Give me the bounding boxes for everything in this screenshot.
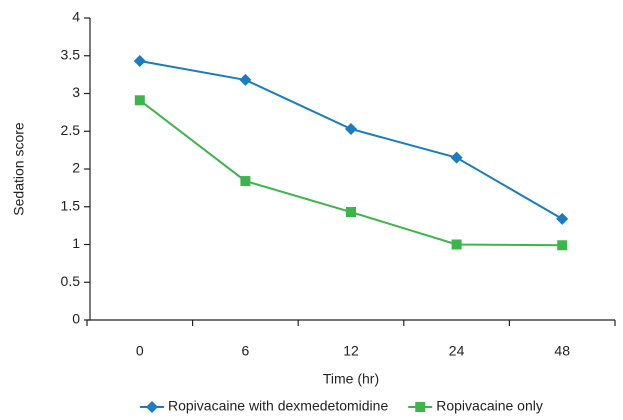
x-tick-label: 48 (554, 343, 570, 359)
marker (240, 176, 251, 187)
x-tick-label: 12 (343, 343, 359, 359)
marker (557, 240, 568, 251)
marker (450, 151, 463, 164)
marker (451, 239, 462, 250)
y-tick-label: 1.5 (61, 197, 81, 213)
x-tick-label: 24 (449, 343, 465, 359)
y-tick-label: 0.5 (61, 273, 81, 289)
marker (134, 95, 145, 106)
legend-label: Ropivacaine only (436, 398, 543, 414)
y-tick-label: 3.5 (61, 46, 81, 62)
series-line (139, 60, 563, 220)
marker (556, 212, 569, 225)
y-axis-label: Sedation score (11, 122, 27, 216)
marker (346, 207, 356, 218)
x-axis-label: Time (hr) (323, 371, 379, 387)
marker (345, 122, 357, 135)
y-tick-label: 3 (72, 84, 80, 100)
y-tick-label: 1 (72, 235, 80, 251)
y-tick-label: 2 (72, 160, 80, 176)
x-tick-label: 6 (242, 343, 250, 359)
y-tick-label: 0 (72, 311, 80, 327)
legend-label: Ropivacaine with dexmedetomidine (168, 398, 388, 414)
y-tick-label: 2.5 (61, 122, 81, 138)
marker (415, 402, 426, 412)
marker (133, 55, 146, 68)
series-line (139, 99, 563, 247)
x-tick-label: 0 (136, 343, 144, 359)
marker (239, 73, 252, 86)
y-tick-label: 4 (72, 9, 80, 25)
marker (146, 401, 158, 413)
